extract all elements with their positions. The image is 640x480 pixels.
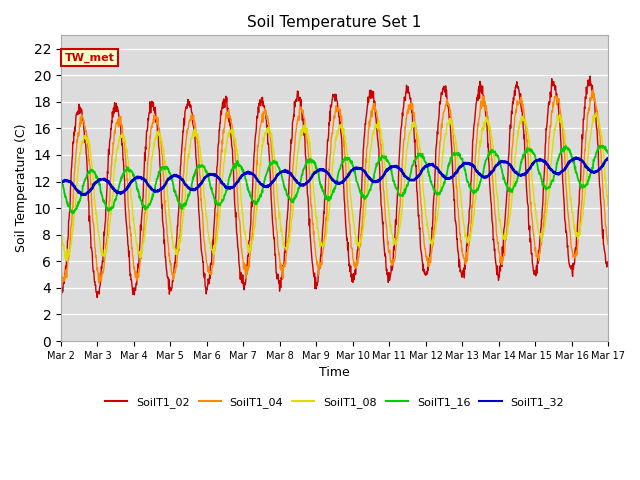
Line: SoilT1_04: SoilT1_04 (61, 90, 608, 283)
SoilT1_16 (57, 177, 65, 183)
SoilT1_16 (241, 172, 248, 178)
Line: SoilT1_08: SoilT1_08 (61, 113, 608, 261)
SoilT1_04 (604, 241, 612, 247)
Text: TW_met: TW_met (65, 53, 115, 63)
SoilT1_04 (57, 266, 65, 272)
SoilT1_16 (420, 156, 428, 161)
SoilT1_32 (573, 155, 580, 160)
SoilT1_16 (596, 143, 604, 148)
SoilT1_08 (604, 203, 612, 208)
SoilT1_02 (604, 263, 612, 268)
SoilT1_02 (57, 290, 65, 296)
SoilT1_08 (179, 215, 187, 220)
X-axis label: Time: Time (319, 366, 350, 379)
Legend: SoilT1_02, SoilT1_04, SoilT1_08, SoilT1_16, SoilT1_32: SoilT1_02, SoilT1_04, SoilT1_08, SoilT1_… (100, 393, 568, 412)
Y-axis label: Soil Temperature (C): Soil Temperature (C) (15, 124, 28, 252)
SoilT1_16 (166, 170, 173, 176)
SoilT1_16 (492, 148, 499, 154)
SoilT1_08 (241, 228, 248, 234)
SoilT1_32 (420, 166, 428, 172)
SoilT1_04 (589, 87, 596, 93)
SoilT1_08 (540, 229, 547, 235)
SoilT1_16 (540, 180, 547, 186)
SoilT1_02 (420, 269, 428, 275)
SoilT1_02 (93, 295, 101, 300)
SoilT1_32 (77, 192, 85, 198)
Line: SoilT1_32: SoilT1_32 (61, 157, 608, 195)
SoilT1_02 (166, 286, 173, 292)
SoilT1_32 (241, 170, 248, 176)
SoilT1_32 (540, 158, 547, 164)
SoilT1_04 (166, 259, 173, 264)
SoilT1_02 (586, 73, 594, 79)
SoilT1_02 (241, 287, 248, 293)
SoilT1_32 (166, 175, 173, 181)
SoilT1_08 (166, 215, 173, 220)
SoilT1_32 (492, 164, 499, 170)
SoilT1_04 (420, 232, 428, 238)
SoilT1_02 (179, 128, 187, 134)
SoilT1_08 (63, 258, 71, 264)
SoilT1_08 (57, 229, 65, 235)
SoilT1_16 (604, 149, 612, 155)
SoilT1_32 (57, 180, 65, 185)
Line: SoilT1_02: SoilT1_02 (61, 76, 608, 298)
SoilT1_16 (179, 203, 187, 209)
SoilT1_08 (420, 192, 428, 198)
SoilT1_02 (540, 184, 547, 190)
SoilT1_08 (492, 170, 499, 176)
Title: Soil Temperature Set 1: Soil Temperature Set 1 (247, 15, 422, 30)
SoilT1_16 (68, 211, 76, 216)
SoilT1_04 (95, 280, 102, 286)
SoilT1_04 (540, 220, 547, 226)
SoilT1_02 (492, 254, 499, 260)
SoilT1_04 (241, 267, 248, 273)
SoilT1_08 (593, 110, 600, 116)
SoilT1_04 (179, 177, 187, 183)
SoilT1_04 (492, 212, 499, 218)
SoilT1_32 (179, 178, 187, 183)
SoilT1_32 (604, 156, 612, 162)
Line: SoilT1_16: SoilT1_16 (61, 145, 608, 214)
